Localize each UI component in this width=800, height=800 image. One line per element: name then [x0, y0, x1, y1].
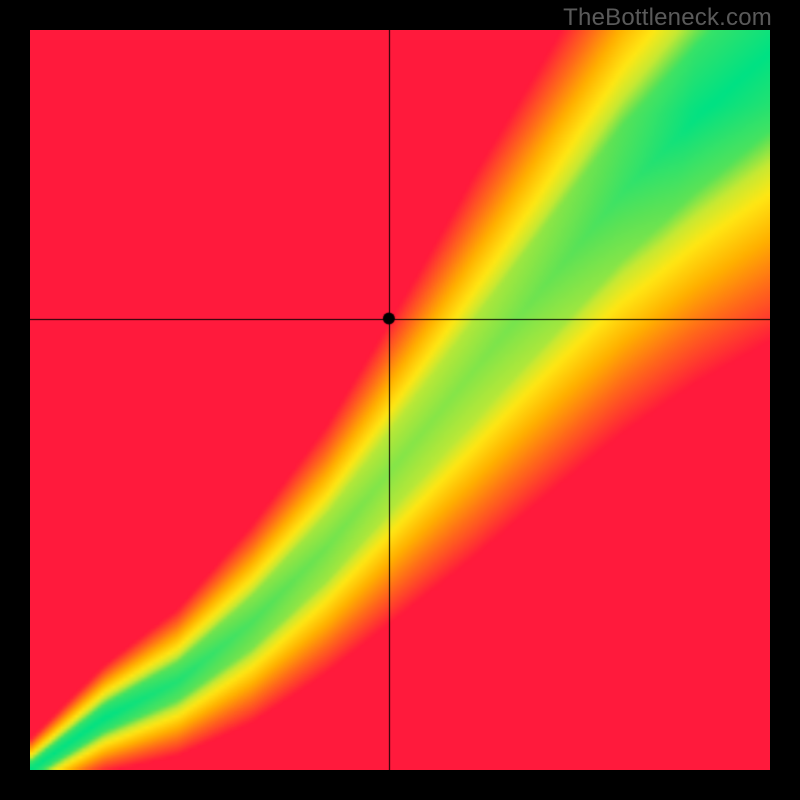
watermark-text: TheBottleneck.com [563, 4, 772, 32]
chart-root: TheBottleneck.com [0, 0, 800, 800]
bottleneck-heatmap [30, 30, 770, 770]
